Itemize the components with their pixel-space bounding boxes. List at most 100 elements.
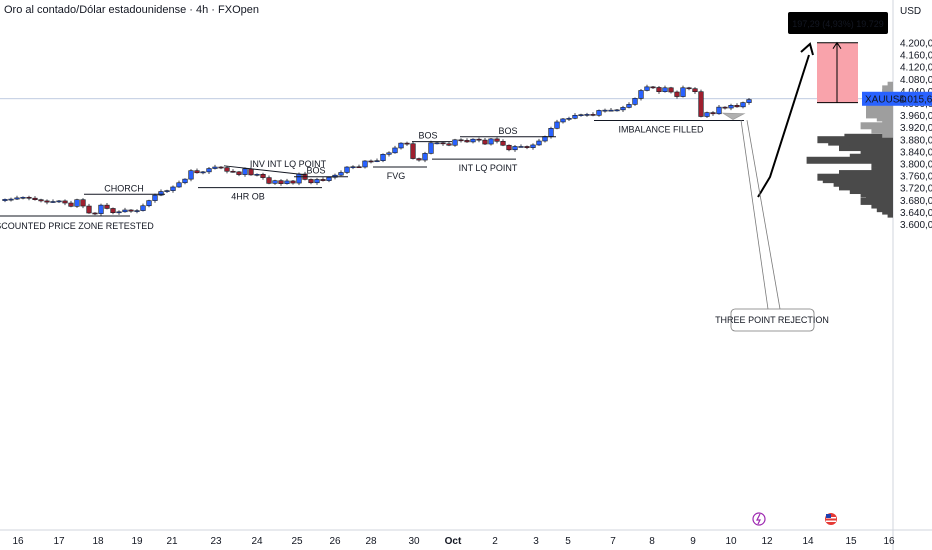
candle-body[interactable] — [278, 180, 284, 184]
candle-body[interactable] — [380, 154, 386, 161]
candle-body[interactable] — [410, 143, 416, 159]
candle-body[interactable] — [602, 109, 608, 112]
candle-body[interactable] — [746, 99, 752, 103]
candle-body[interactable] — [260, 173, 266, 178]
candle-body[interactable] — [368, 160, 374, 163]
candle-body[interactable] — [656, 87, 662, 93]
candle-body[interactable] — [680, 87, 686, 97]
candle-body[interactable] — [182, 178, 188, 184]
candle-body[interactable] — [248, 168, 254, 176]
candle-body[interactable] — [122, 209, 128, 213]
candle-body[interactable] — [224, 167, 230, 172]
candle-body[interactable] — [560, 118, 566, 123]
candle-body[interactable] — [740, 102, 746, 108]
candle-body[interactable] — [140, 205, 146, 211]
candle-body[interactable] — [74, 199, 80, 207]
candle-body[interactable] — [548, 128, 554, 137]
candle-body[interactable] — [146, 200, 152, 207]
candle-body[interactable] — [296, 173, 302, 184]
candle-body[interactable] — [26, 196, 32, 199]
candle-body[interactable] — [734, 105, 740, 108]
candle-body[interactable] — [614, 109, 620, 112]
candle-body[interactable] — [362, 160, 368, 168]
candle-body[interactable] — [404, 142, 410, 145]
candle-body[interactable] — [608, 109, 614, 112]
candle-body[interactable] — [254, 173, 260, 176]
candle-body[interactable] — [200, 171, 206, 174]
candle-body[interactable] — [194, 170, 200, 174]
candle-body[interactable] — [92, 212, 98, 215]
candle-body[interactable] — [338, 172, 344, 176]
candle-body[interactable] — [218, 166, 224, 169]
candle-body[interactable] — [38, 199, 44, 202]
candle-body[interactable] — [86, 205, 92, 214]
candle-body[interactable] — [392, 147, 398, 154]
candle-body[interactable] — [692, 88, 698, 93]
candle-body[interactable] — [170, 186, 176, 191]
candle-body[interactable] — [44, 200, 50, 203]
earnings-event-icon[interactable] — [752, 512, 766, 526]
candle-body[interactable] — [578, 114, 584, 116]
candle-body[interactable] — [674, 91, 680, 97]
candle-body[interactable] — [62, 200, 68, 204]
candle-body[interactable] — [80, 199, 86, 207]
candle-body[interactable] — [272, 180, 278, 184]
candle-body[interactable] — [470, 138, 476, 143]
candle-body[interactable] — [452, 139, 458, 146]
candle-body[interactable] — [704, 112, 710, 117]
candle-body[interactable] — [500, 141, 506, 146]
candle-body[interactable] — [374, 160, 380, 162]
candle-body[interactable] — [632, 98, 638, 105]
candle-body[interactable] — [128, 209, 134, 212]
candle-body[interactable] — [536, 140, 542, 146]
candle-body[interactable] — [482, 139, 488, 145]
candle-body[interactable] — [326, 177, 332, 181]
candle-body[interactable] — [518, 146, 524, 148]
candle-body[interactable] — [668, 87, 674, 93]
candle-body[interactable] — [524, 146, 530, 148]
candle-body[interactable] — [398, 142, 404, 149]
candle-body[interactable] — [350, 166, 356, 169]
candle-body[interactable] — [626, 104, 632, 108]
candle-body[interactable] — [476, 138, 482, 141]
candle-body[interactable] — [572, 114, 578, 119]
candle-body[interactable] — [290, 180, 296, 184]
candle-body[interactable] — [104, 204, 110, 209]
candle-body[interactable] — [110, 208, 116, 214]
candle-body[interactable] — [188, 170, 194, 180]
candle-body[interactable] — [314, 179, 320, 184]
candle-body[interactable] — [584, 114, 590, 116]
candle-body[interactable] — [698, 91, 704, 117]
candle-body[interactable] — [506, 144, 512, 151]
candle-body[interactable] — [158, 191, 164, 196]
candle-body[interactable] — [638, 90, 644, 99]
candle-body[interactable] — [320, 179, 326, 181]
candle-body[interactable] — [650, 86, 656, 89]
candle-body[interactable] — [590, 114, 596, 116]
candle-body[interactable] — [686, 87, 692, 90]
candle-body[interactable] — [596, 110, 602, 116]
candle-body[interactable] — [716, 106, 722, 115]
candle-body[interactable] — [662, 87, 668, 93]
candle-body[interactable] — [554, 121, 560, 129]
candle-body[interactable] — [20, 196, 26, 199]
candle-body[interactable] — [32, 197, 38, 200]
candle-body[interactable] — [488, 138, 494, 145]
candle-body[interactable] — [728, 105, 734, 109]
candle-body[interactable] — [458, 139, 464, 142]
candle-body[interactable] — [206, 168, 212, 173]
candle-body[interactable] — [68, 202, 74, 207]
candle-body[interactable] — [308, 179, 314, 184]
candle-body[interactable] — [440, 142, 446, 145]
candle-body[interactable] — [416, 158, 422, 161]
candle-body[interactable] — [530, 144, 536, 148]
candle-body[interactable] — [2, 199, 8, 201]
candle-body[interactable] — [284, 180, 290, 184]
candle-body[interactable] — [446, 143, 452, 146]
candle-body[interactable] — [266, 177, 272, 184]
candle-body[interactable] — [344, 166, 350, 173]
candle-body[interactable] — [422, 153, 428, 161]
candle-body[interactable] — [134, 210, 140, 212]
candle-body[interactable] — [116, 211, 122, 214]
